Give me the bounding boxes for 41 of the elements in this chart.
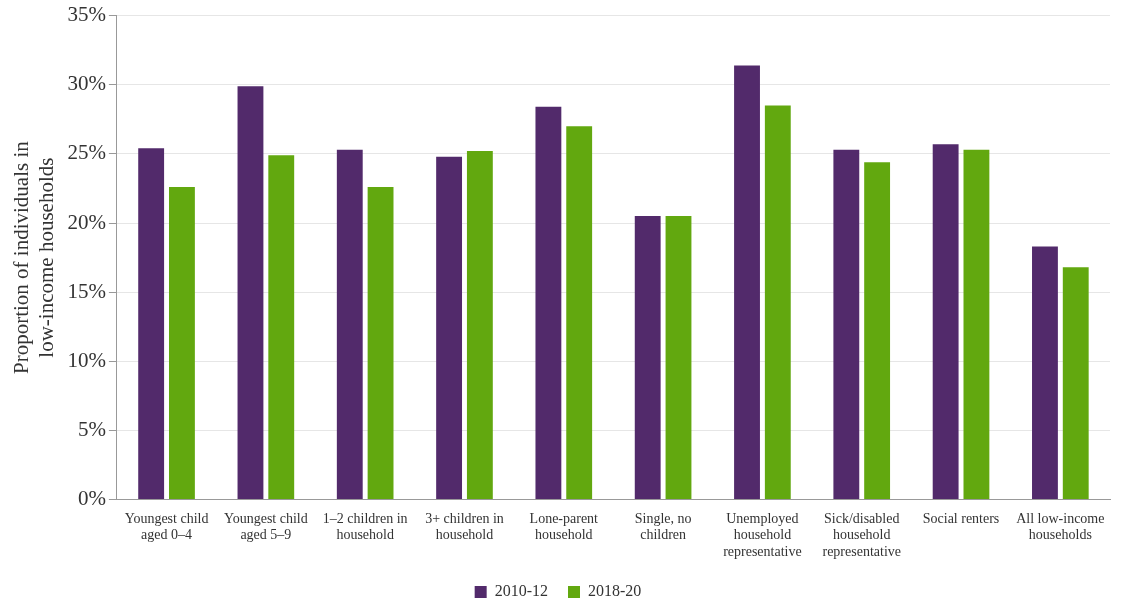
y-tick-label: 20% [67,209,106,234]
x-tick-label: 1–2 children in household [322,510,408,543]
y-tick-label: 25% [67,140,106,165]
bar [864,162,891,500]
x-tick-label: Single, no children [634,510,692,543]
x-tick-label: Unemployed household representative [723,510,802,560]
bar [932,144,959,500]
bar [367,187,394,500]
bar [138,148,165,500]
legend-label: 2018-20 [588,582,642,600]
y-axis-title: Proportion of individuals in low-income households [9,140,59,374]
bar [764,105,791,500]
y-tick-label: 15% [67,278,106,303]
bar [1032,246,1058,500]
bar [665,216,692,500]
x-tick-label: Youngest child aged 0–4 [124,510,209,543]
y-tick-label: 0% [77,486,106,511]
bar [336,149,363,500]
bar [734,65,760,500]
bar [535,106,562,500]
bar [833,149,860,500]
bar [634,216,661,500]
y-tick-label: 30% [67,71,106,96]
x-tick-label: Lone-parent household [529,510,599,543]
x-tick-label: Social renters [922,510,1000,526]
bar [466,151,493,500]
bar [436,156,463,500]
x-tick-label: 3+ children in household [425,510,504,543]
x-tick-label: Youngest child aged 5–9 [223,510,308,543]
x-tick-label: Sick/disabled household representative [822,510,901,560]
bar [963,149,990,500]
bar [566,126,593,500]
y-tick-label: 35% [67,2,106,27]
bar [268,155,295,500]
bar [169,187,195,500]
y-tick-label: 10% [67,347,106,372]
bar [237,86,264,500]
bar [1062,267,1089,500]
y-tick-label: 5% [77,416,106,441]
x-tick-label: All low-income households [1016,510,1105,543]
legend-label: 2010-12 [494,582,548,600]
